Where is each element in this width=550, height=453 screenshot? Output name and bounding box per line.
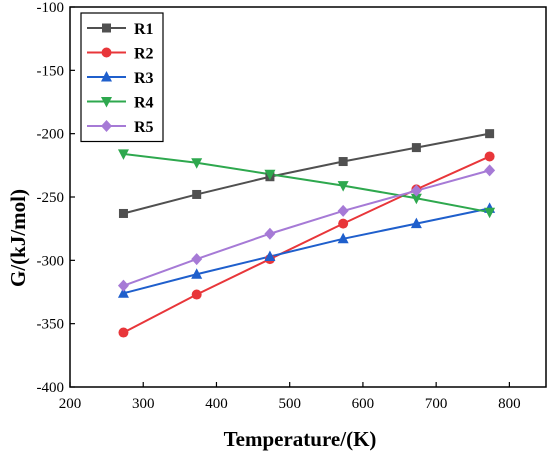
data-point-r2 (118, 327, 129, 338)
data-point-r5 (191, 253, 203, 266)
x-tick-label: 800 (498, 396, 521, 412)
data-point-r5 (337, 204, 349, 217)
data-point-r2 (484, 151, 495, 162)
data-point-r1 (338, 157, 348, 167)
series-line-r1 (123, 132, 490, 215)
series-line-r3 (123, 207, 490, 295)
x-axis-title: Temperature/(K) (224, 427, 377, 451)
legend-label-r5: R5 (134, 119, 154, 136)
data-point-r5 (410, 184, 422, 197)
x-axis: 200 300 400 500 600 700 800 (59, 382, 521, 412)
data-point-r5 (117, 279, 129, 292)
x-tick-label: 700 (425, 396, 448, 412)
y-axis-title: G/(kJ/mol) (6, 189, 30, 287)
x-tick-label: 300 (132, 396, 155, 412)
x-tick-label: 600 (352, 396, 375, 412)
data-point-r4 (410, 193, 422, 205)
x-tick-label: 500 (278, 396, 301, 412)
legend-label-r3: R3 (134, 70, 154, 87)
legend-marker-r5 (101, 120, 112, 132)
y-tick-label: -150 (37, 63, 65, 79)
data-point-r4 (337, 181, 349, 192)
data-point-r3 (191, 268, 203, 279)
legend-marker-r4 (101, 97, 112, 108)
legend-label-r4: R4 (134, 95, 154, 112)
data-point-r2 (191, 289, 202, 300)
data-point-r2 (338, 218, 349, 229)
legend-marker-r1 (102, 23, 111, 33)
y-tick-label: -250 (37, 190, 65, 206)
y-tick-label: -200 (37, 127, 65, 143)
y-axis: -400 -350 -300 -250 -200 -150 -100 (37, 0, 75, 396)
data-point-r5 (484, 164, 496, 177)
series-line-r5 (123, 169, 490, 287)
data-point-r4 (191, 158, 203, 169)
y-tick-label: -300 (37, 253, 65, 269)
data-point-r1 (192, 189, 202, 199)
data-point-r1 (118, 208, 128, 218)
series-line-r4 (123, 152, 490, 214)
data-point-r1 (411, 143, 421, 153)
legend-marker-r2 (101, 47, 112, 58)
data-point-r3 (264, 250, 276, 262)
data-point-r3 (337, 232, 349, 244)
data-point-r4 (484, 207, 496, 219)
series-markers (117, 129, 496, 338)
data-point-r5 (264, 227, 276, 240)
y-tick-label: -350 (37, 317, 65, 333)
data-point-r4 (264, 169, 276, 181)
legend-label-r2: R2 (134, 46, 154, 63)
x-tick-label: 400 (205, 396, 228, 412)
data-point-r3 (410, 217, 422, 229)
data-point-r4 (117, 149, 129, 160)
series-lines (122, 132, 491, 334)
legend-label-r1: R1 (134, 21, 154, 38)
y-tick-label: -100 (37, 0, 65, 16)
series-line-r2 (122, 155, 491, 334)
data-point-r3 (117, 287, 129, 298)
legend-marker-r3 (101, 71, 112, 82)
data-point-r1 (485, 129, 495, 139)
x-tick-label: 200 (59, 396, 82, 412)
legend: R1 R2 R3 R4 R5 (80, 12, 164, 143)
y-tick-label: -400 (37, 380, 65, 396)
